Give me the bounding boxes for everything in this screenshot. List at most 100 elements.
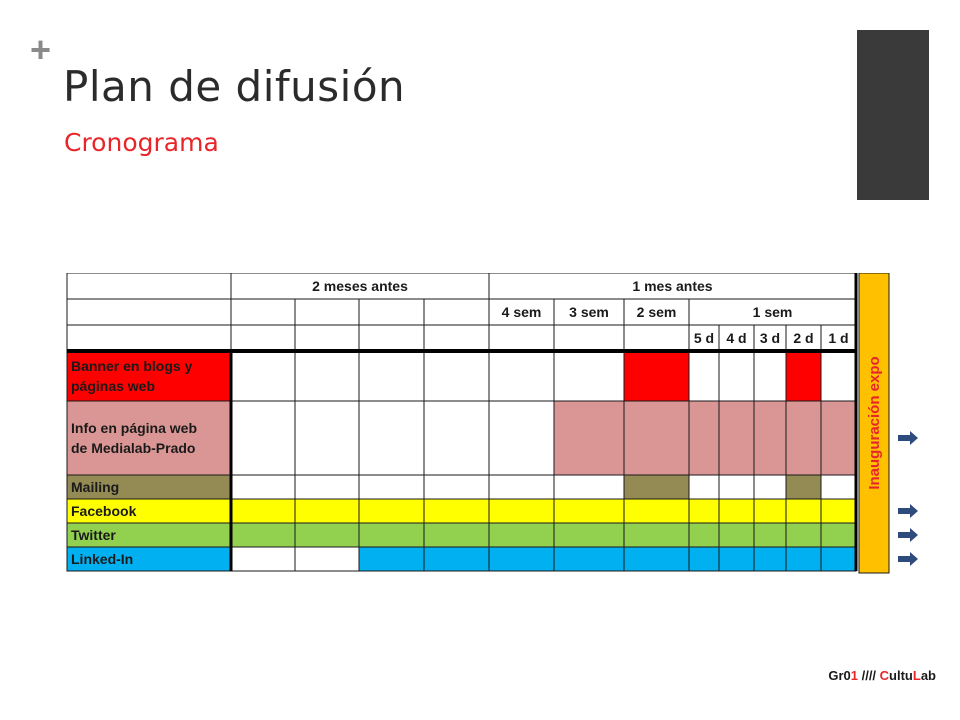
schedule-cell: [488, 522, 555, 548]
schedule-cell: [785, 350, 822, 402]
header-week-label: 4 sem: [502, 304, 542, 320]
header-day-cell: [718, 324, 755, 352]
schedule-cell: [488, 498, 555, 524]
arrow-right-icon: [898, 431, 918, 445]
schedule-cell: [230, 546, 296, 572]
footer-digit: 1: [850, 668, 858, 683]
row-label: Twitter: [71, 527, 116, 543]
footer-l: L: [912, 668, 921, 683]
schedule-cell: [623, 498, 690, 524]
footer-credit: Gr01 //// CultuLab: [828, 668, 936, 683]
schedule-cell: [294, 522, 360, 548]
schedule-cell: [230, 400, 296, 476]
schedule-cell: [688, 546, 720, 572]
schedule-cell: [553, 498, 625, 524]
schedule-cell: [718, 522, 755, 548]
header-label-cell: [66, 324, 232, 352]
schedule-cell: [688, 350, 720, 402]
header-group-label: 1 mes antes: [632, 278, 712, 294]
schedule-cell: [753, 350, 787, 402]
schedule-cell: [718, 546, 755, 572]
schedule-cell: [230, 522, 296, 548]
schedule-cell: [553, 546, 625, 572]
schedule-cell: [820, 498, 857, 524]
schedule-cell: [820, 474, 857, 500]
header-week-cell: [488, 298, 555, 326]
schedule-cell: [785, 400, 822, 476]
header-empty-cell: [488, 324, 555, 352]
schedule-cell: [230, 498, 296, 524]
footer-end: ab: [920, 668, 936, 683]
row-label-cell: [66, 546, 232, 572]
header-empty-cell: [230, 298, 296, 326]
slide-subtitle: Cronograma: [64, 128, 219, 157]
schedule-cell: [488, 474, 555, 500]
schedule-cell: [488, 350, 555, 402]
schedule-cell: [423, 400, 490, 476]
arrow-right-icon: [898, 528, 918, 542]
header-empty-cell: [423, 324, 490, 352]
schedule-cell: [785, 498, 822, 524]
schedule-cell: [718, 474, 755, 500]
slide-title: Plan de difusión: [63, 62, 406, 111]
inauguration-column: [858, 273, 890, 574]
footer-prefix: Gr0: [828, 668, 851, 683]
inauguration-label: Inauguración expo: [866, 356, 883, 489]
schedule-cell: [623, 522, 690, 548]
header-empty-cell: [230, 324, 296, 352]
header-day-cell: [753, 324, 787, 352]
schedule-cell: [294, 400, 360, 476]
header-week-label: 2 sem: [637, 304, 677, 320]
header-empty-cell: [358, 298, 425, 326]
schedule-cell: [623, 474, 690, 500]
schedule-cell: [358, 546, 425, 572]
schedule-cell: [820, 546, 857, 572]
header-day-label: 3 d: [760, 330, 780, 346]
schedule-cell: [488, 546, 555, 572]
header-empty-cell: [423, 298, 490, 326]
schedule-cell: [623, 400, 690, 476]
schedule-cell: [785, 546, 822, 572]
header-empty-cell: [553, 324, 625, 352]
schedule-cell: [553, 474, 625, 500]
schedule-cell: [753, 522, 787, 548]
schedule-cell: [294, 498, 360, 524]
arrow-right-icon: [898, 552, 918, 566]
row-label: Facebook: [71, 503, 137, 519]
schedule-cell: [820, 522, 857, 548]
header-group-cell: [488, 273, 857, 300]
arrow-right-icon: [898, 504, 918, 518]
header-empty-cell: [623, 324, 690, 352]
footer-c: C: [879, 668, 890, 683]
schedule-cell: [753, 400, 787, 476]
schedule-table: 2 meses antes 1 mes antes 4 sem 3 sem 2 sem 1…: [66, 273, 918, 574]
footer-sep: ////: [857, 668, 880, 683]
schedule-cell: [688, 522, 720, 548]
schedule-cell: [358, 498, 425, 524]
schedule-cell: [718, 498, 755, 524]
schedule-cell: [688, 400, 720, 476]
row-label: Linked-In: [71, 551, 133, 567]
schedule-cell: [230, 474, 296, 500]
header-empty-cell: [294, 324, 360, 352]
header-day-label: 1 d: [828, 330, 848, 346]
row-label: Info en página web: [71, 420, 197, 436]
schedule-cell: [294, 350, 360, 402]
header-week-label: 3 sem: [569, 304, 609, 320]
header-group-label: 2 meses antes: [312, 278, 408, 294]
row-label: Mailing: [71, 479, 119, 495]
schedule-cell: [688, 474, 720, 500]
schedule-cell: [358, 350, 425, 402]
row-label: de Medialab-Prado: [71, 440, 195, 456]
plus-mark: +: [30, 29, 52, 70]
schedule-cell: [785, 474, 822, 500]
header-day-cell: [785, 324, 822, 352]
schedule-cell: [488, 400, 555, 476]
decorative-dark-bar: [857, 30, 929, 200]
row-label: Banner en blogs y: [71, 358, 193, 374]
schedule-cell: [820, 400, 857, 476]
schedule-cell: [358, 400, 425, 476]
header-group-cell: [230, 273, 490, 300]
schedule-cell: [718, 400, 755, 476]
schedule-cell: [623, 546, 690, 572]
